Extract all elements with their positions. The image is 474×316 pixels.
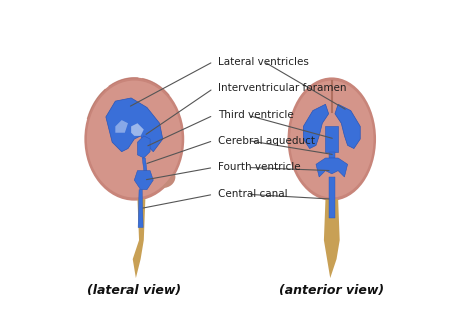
- Polygon shape: [316, 158, 347, 177]
- Polygon shape: [138, 190, 143, 228]
- Polygon shape: [328, 152, 335, 158]
- Text: Central canal: Central canal: [218, 189, 288, 199]
- Polygon shape: [335, 104, 360, 149]
- Text: Cerebral aqueduct: Cerebral aqueduct: [218, 136, 315, 146]
- Text: (anterior view): (anterior view): [279, 284, 384, 297]
- Polygon shape: [134, 171, 153, 190]
- Ellipse shape: [317, 174, 347, 193]
- Text: Third ventricle: Third ventricle: [218, 110, 294, 120]
- Polygon shape: [133, 199, 146, 278]
- Ellipse shape: [150, 166, 175, 188]
- Polygon shape: [137, 136, 150, 158]
- Polygon shape: [106, 98, 163, 152]
- Polygon shape: [328, 177, 335, 218]
- Polygon shape: [303, 104, 328, 149]
- Text: (lateral view): (lateral view): [87, 284, 182, 297]
- Ellipse shape: [84, 77, 184, 201]
- Polygon shape: [115, 120, 128, 133]
- Ellipse shape: [87, 81, 182, 198]
- Text: Interventricular foramen: Interventricular foramen: [218, 83, 346, 94]
- Ellipse shape: [288, 77, 376, 201]
- Ellipse shape: [290, 81, 374, 198]
- Polygon shape: [326, 126, 338, 152]
- Polygon shape: [131, 123, 144, 136]
- Text: Lateral ventricles: Lateral ventricles: [218, 57, 309, 67]
- Polygon shape: [324, 199, 340, 278]
- Polygon shape: [142, 158, 147, 171]
- Text: Fourth ventricle: Fourth ventricle: [218, 162, 301, 173]
